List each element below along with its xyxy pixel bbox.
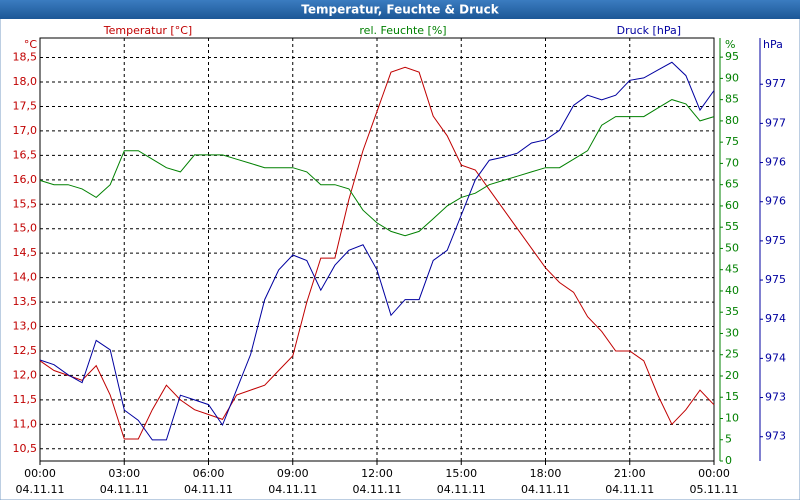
x-tick-date: 04.11.11 — [268, 483, 317, 496]
y3-tick-label: 973 — [765, 391, 786, 404]
y3-tick-label: 976 — [765, 195, 786, 208]
y-tick-label: 11,5 — [13, 393, 38, 406]
x-tick-label: 09:00 — [277, 467, 309, 480]
y3-tick-label: 975 — [765, 234, 786, 247]
y2-tick-label: 35 — [725, 305, 739, 318]
y2-unit: % — [725, 38, 735, 51]
y3-tick-label: 974 — [765, 351, 786, 364]
x-tick-date: 04.11.11 — [437, 483, 486, 496]
y-tick-label: 15,5 — [13, 197, 38, 210]
y-tick-label: 16,0 — [13, 173, 38, 186]
x-tick-date: 04.11.11 — [353, 483, 402, 496]
legend-entry: rel. Feuchte [%] — [359, 24, 446, 37]
y2-tick-label: 30 — [725, 326, 739, 339]
y3-tick-label: 973 — [765, 430, 786, 443]
y2-tick-label: 80 — [725, 114, 739, 127]
y3-tick-label: 977 — [765, 116, 786, 129]
x-tick-label: 03:00 — [108, 467, 140, 480]
x-tick-date: 04.11.11 — [100, 483, 149, 496]
series-line — [39, 61, 715, 441]
x-tick-date: 04.11.11 — [16, 483, 65, 496]
x-tick-label: 00:00 — [24, 467, 56, 480]
y-tick-label: 18,5 — [13, 51, 38, 64]
legend-entry: Temperatur [°C] — [103, 24, 192, 37]
x-tick-label: 06:00 — [193, 467, 225, 480]
legend-entry: Druck [hPa] — [617, 24, 681, 37]
y-tick-label: 10,5 — [13, 442, 38, 455]
y-tick-label: 13,5 — [13, 295, 38, 308]
y2-tick-label: 90 — [725, 71, 739, 84]
y-tick-label: 12,0 — [13, 368, 38, 381]
y-tick-label: 16,5 — [13, 148, 38, 161]
title-bar — [0, 0, 800, 19]
y3-tick-label: 976 — [765, 156, 786, 169]
x-tick-label: 00:00 — [698, 467, 730, 480]
series-line — [39, 66, 715, 440]
y-tick-label: 12,5 — [13, 344, 38, 357]
y2-tick-label: 5 — [725, 433, 732, 446]
y2-tick-label: 75 — [725, 135, 739, 148]
x-tick-date: 04.11.11 — [605, 483, 654, 496]
chart-title: Temperatur, Feuchte & Druck — [301, 3, 499, 17]
y-tick-label: 15,0 — [13, 222, 38, 235]
y-tick-label: 17,5 — [13, 99, 38, 112]
y-unit: °C — [24, 38, 38, 51]
y-tick-label: 13,0 — [13, 320, 38, 333]
x-tick-label: 21:00 — [614, 467, 646, 480]
y2-tick-label: 45 — [725, 263, 739, 276]
y3-tick-label: 974 — [765, 312, 786, 325]
y2-tick-label: 85 — [725, 93, 739, 106]
x-tick-date: 04.11.11 — [184, 483, 233, 496]
y-tick-label: 14,5 — [13, 246, 38, 259]
y2-tick-label: 40 — [725, 284, 739, 297]
y3-tick-label: 975 — [765, 273, 786, 286]
y2-tick-label: 65 — [725, 178, 739, 191]
y2-tick-label: 60 — [725, 199, 739, 212]
y2-tick-label: 50 — [725, 241, 739, 254]
y2-tick-label: 20 — [725, 369, 739, 382]
y-tick-label: 17,0 — [13, 124, 38, 137]
y3-tick-label: 977 — [765, 77, 786, 90]
x-tick-label: 18:00 — [530, 467, 562, 480]
y2-tick-label: 0 — [725, 454, 732, 467]
x-tick-date: 05.11.11 — [690, 483, 739, 496]
y2-tick-label: 15 — [725, 390, 739, 403]
y-tick-label: 11,0 — [13, 417, 38, 430]
y2-tick-label: 70 — [725, 156, 739, 169]
y2-tick-label: 55 — [725, 220, 739, 233]
y3-unit: hPa — [763, 38, 783, 51]
y2-tick-label: 95 — [725, 50, 739, 63]
x-tick-label: 12:00 — [361, 467, 393, 480]
series-line — [39, 99, 715, 237]
y-tick-label: 14,0 — [13, 271, 38, 284]
y2-tick-label: 25 — [725, 348, 739, 361]
y-tick-label: 18,0 — [13, 75, 38, 88]
y2-tick-label: 10 — [725, 411, 739, 424]
x-tick-label: 15:00 — [445, 467, 477, 480]
x-tick-date: 04.11.11 — [521, 483, 570, 496]
